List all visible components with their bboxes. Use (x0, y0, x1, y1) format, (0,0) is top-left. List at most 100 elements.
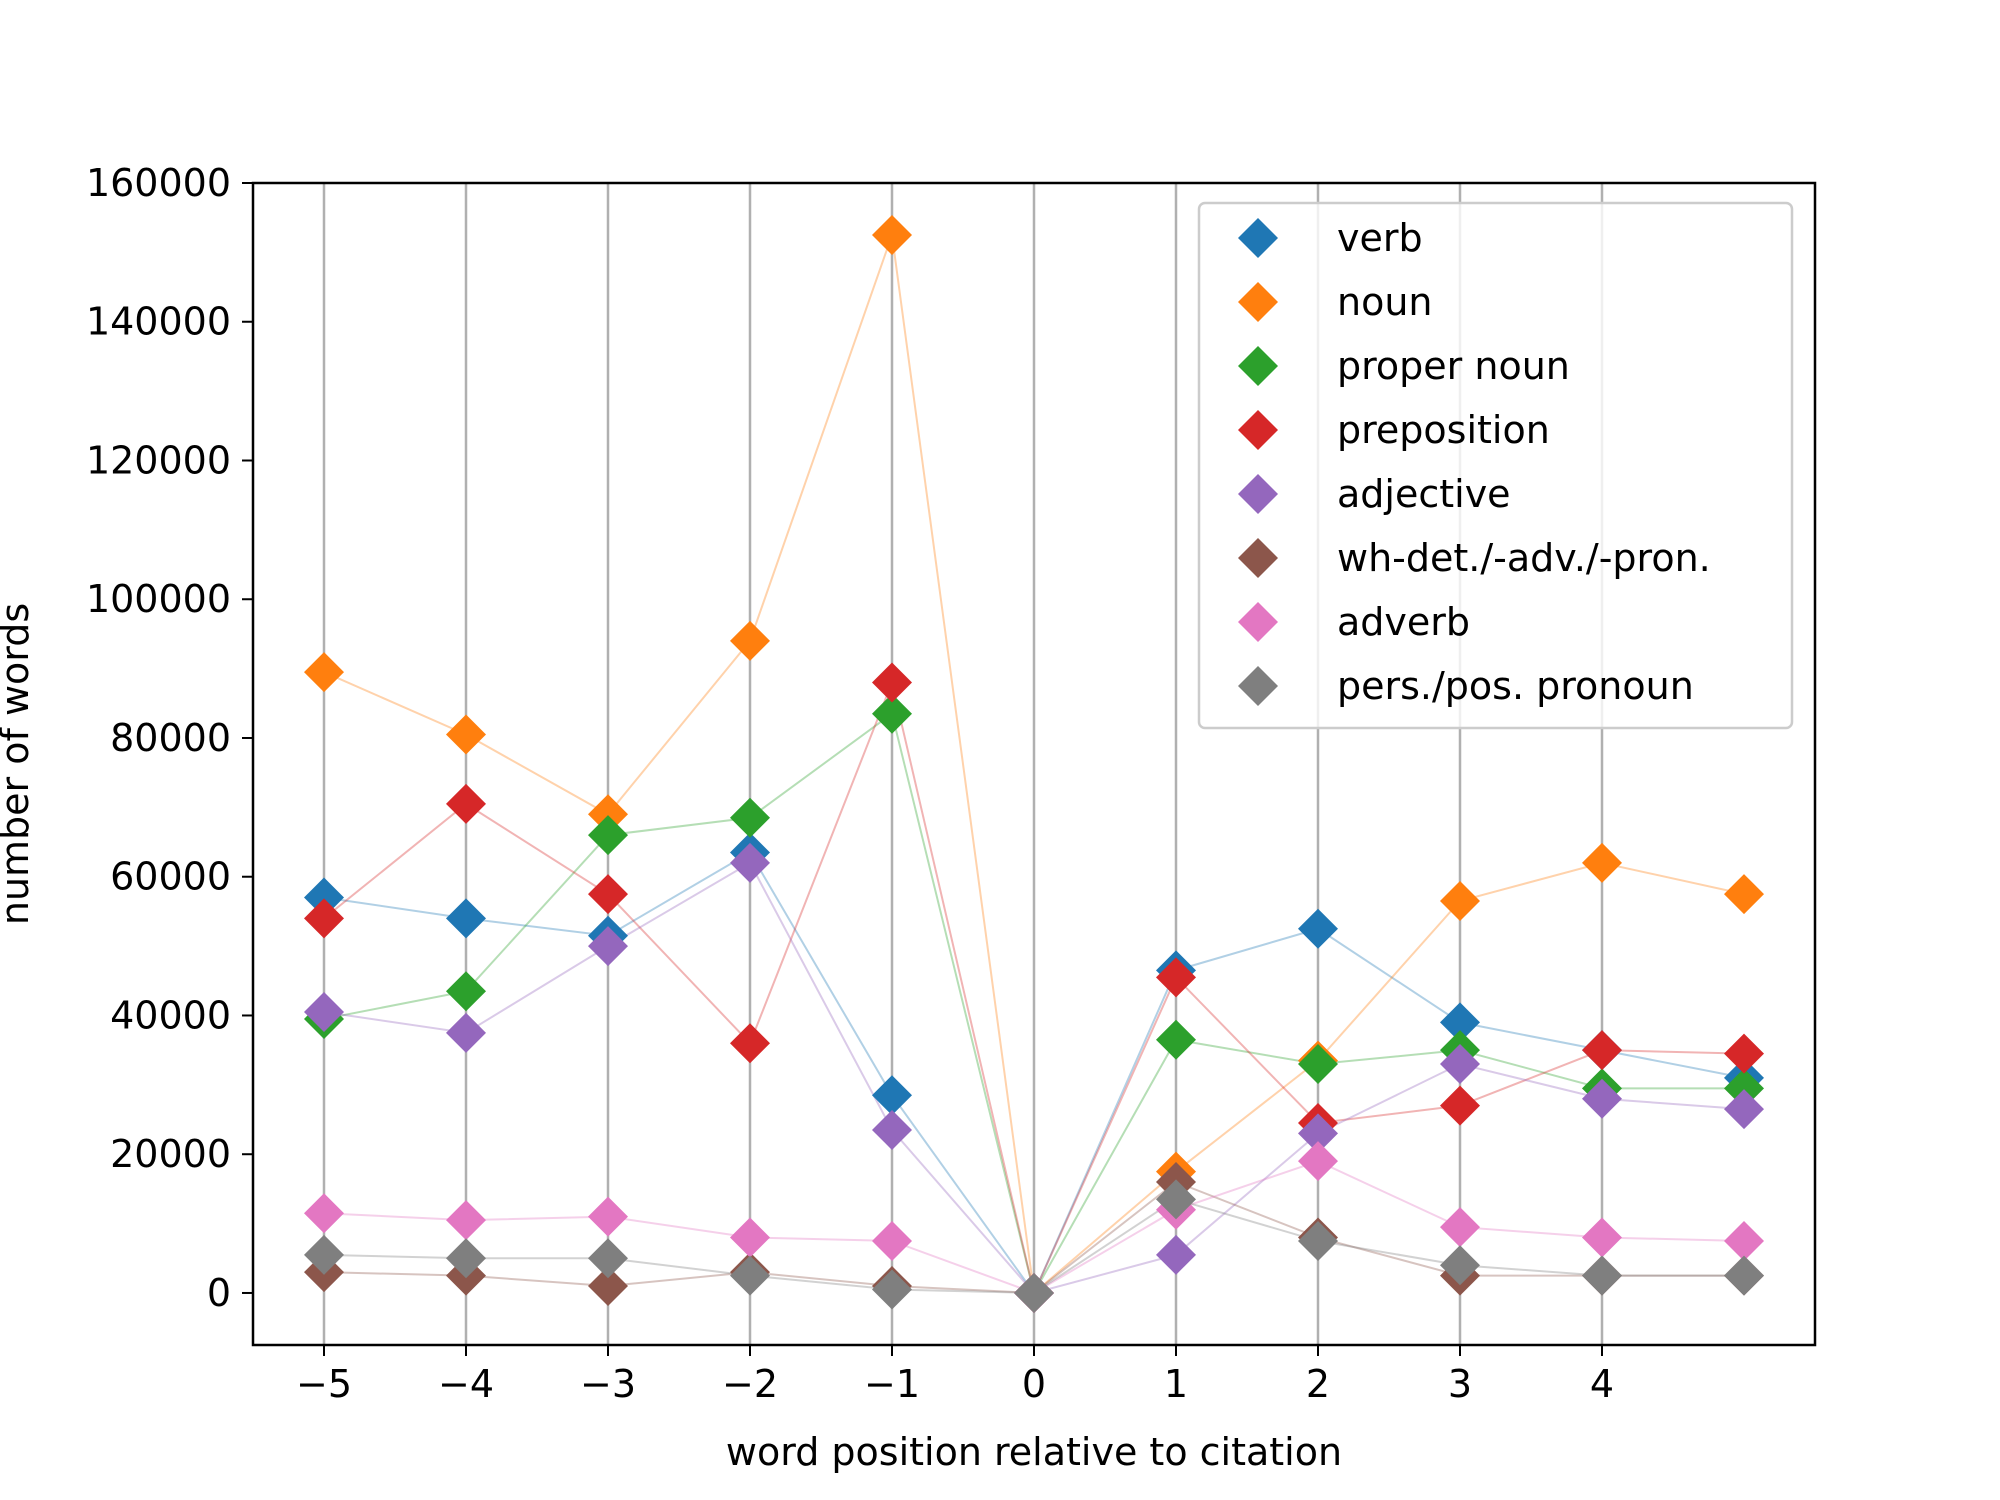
data-point (1014, 1272, 1054, 1313)
x-tick-label: −1 (864, 1362, 920, 1406)
legend-marker (1238, 410, 1278, 450)
data-point (588, 874, 628, 915)
data-point (1298, 1141, 1338, 1182)
data-point (872, 1075, 912, 1116)
x-tick-label: 0 (1022, 1362, 1046, 1406)
y-tick-label: 40000 (110, 993, 231, 1037)
data-point (588, 1266, 628, 1307)
x-axis: −5 −4 −3 −2 −1 0 1 2 3 4 (296, 1345, 1614, 1406)
data-point (446, 1200, 486, 1241)
data-point (1298, 1044, 1338, 1085)
data-point (1724, 1255, 1764, 1296)
legend-label: noun (1337, 280, 1433, 324)
y-tick-label: 60000 (110, 855, 231, 899)
legend-marker (1238, 602, 1278, 642)
legend-box (1197, 201, 1794, 730)
series-markers (304, 215, 1764, 1313)
data-point (304, 898, 344, 939)
data-point (872, 1220, 912, 1261)
data-point (872, 662, 912, 703)
y-axis-title: number of words (0, 603, 37, 925)
data-point (730, 1217, 770, 1258)
legend-marker (1238, 346, 1278, 386)
data-point (304, 652, 344, 693)
legend-label: proper noun (1337, 344, 1570, 388)
data-point (730, 1023, 770, 1064)
data-point (1440, 1207, 1480, 1248)
y-tick-label: 0 (207, 1271, 231, 1315)
data-point (588, 815, 628, 856)
legend-label: pers./pos. pronoun (1337, 664, 1694, 708)
x-tick-label: −4 (438, 1362, 494, 1406)
data-point (1582, 1217, 1622, 1258)
x-tick-label: 3 (1448, 1362, 1472, 1406)
legend-marker (1238, 282, 1278, 322)
y-tick-label: 140000 (86, 300, 231, 344)
y-axis: 0 20000 40000 60000 80000 100000 120000 140000 1… (86, 161, 253, 1315)
x-tick-label: 1 (1164, 1362, 1188, 1406)
data-point (304, 1193, 344, 1234)
data-point (1298, 908, 1338, 949)
data-point (446, 898, 486, 939)
legend-label: verb (1337, 216, 1423, 260)
legend-marker (1238, 218, 1278, 258)
data-point (730, 1255, 770, 1296)
data-point (304, 992, 344, 1033)
data-point (872, 1109, 912, 1150)
data-point (1724, 874, 1764, 915)
data-point (304, 1234, 344, 1275)
data-point (1440, 1245, 1480, 1286)
y-tick-label: 120000 (86, 438, 231, 482)
x-tick-label: −5 (296, 1362, 352, 1406)
data-point (1582, 842, 1622, 883)
data-point (1440, 1044, 1480, 1085)
data-point (1582, 1030, 1622, 1071)
data-point (1582, 1078, 1622, 1119)
data-point (872, 215, 912, 256)
legend: verb noun proper noun preposition adjective w… (1197, 201, 1794, 730)
data-point (446, 971, 486, 1012)
data-point (1156, 957, 1196, 998)
data-point (1724, 1089, 1764, 1130)
legend-label: wh-det./-adv./-pron. (1337, 536, 1711, 580)
data-point (1156, 1234, 1196, 1275)
data-point (1156, 1019, 1196, 1060)
data-point (872, 693, 912, 734)
data-point (304, 877, 344, 918)
data-point (588, 926, 628, 967)
data-point (1724, 1068, 1764, 1109)
legend-marker (1238, 474, 1278, 514)
x-tick-label: 2 (1306, 1362, 1330, 1406)
data-point (730, 620, 770, 661)
data-point (446, 1238, 486, 1279)
data-point (446, 1012, 486, 1053)
x-tick-label: −2 (722, 1362, 778, 1406)
data-point (1440, 1002, 1480, 1043)
data-point (446, 714, 486, 755)
data-point (1156, 1179, 1196, 1220)
y-tick-label: 100000 (86, 577, 231, 621)
legend-label: adverb (1337, 600, 1470, 644)
data-point (1440, 1085, 1480, 1126)
data-point (730, 842, 770, 883)
legend-label: adjective (1337, 472, 1511, 516)
y-tick-label: 20000 (110, 1132, 231, 1176)
data-point (1298, 1113, 1338, 1154)
data-point (588, 794, 628, 835)
x-tick-label: 4 (1590, 1362, 1614, 1406)
y-tick-label: 80000 (110, 716, 231, 760)
data-point (872, 1269, 912, 1310)
legend-marker (1238, 666, 1278, 706)
data-point (1298, 1220, 1338, 1261)
data-point (588, 1238, 628, 1279)
data-point (1724, 1033, 1764, 1074)
data-point (730, 797, 770, 838)
y-tick-label: 160000 (86, 161, 231, 205)
data-point (446, 783, 486, 824)
data-point (1724, 1220, 1764, 1261)
data-point (588, 1196, 628, 1237)
data-point (1440, 881, 1480, 922)
data-point (1582, 1255, 1622, 1296)
x-axis-title: word position relative to citation (726, 1430, 1342, 1474)
